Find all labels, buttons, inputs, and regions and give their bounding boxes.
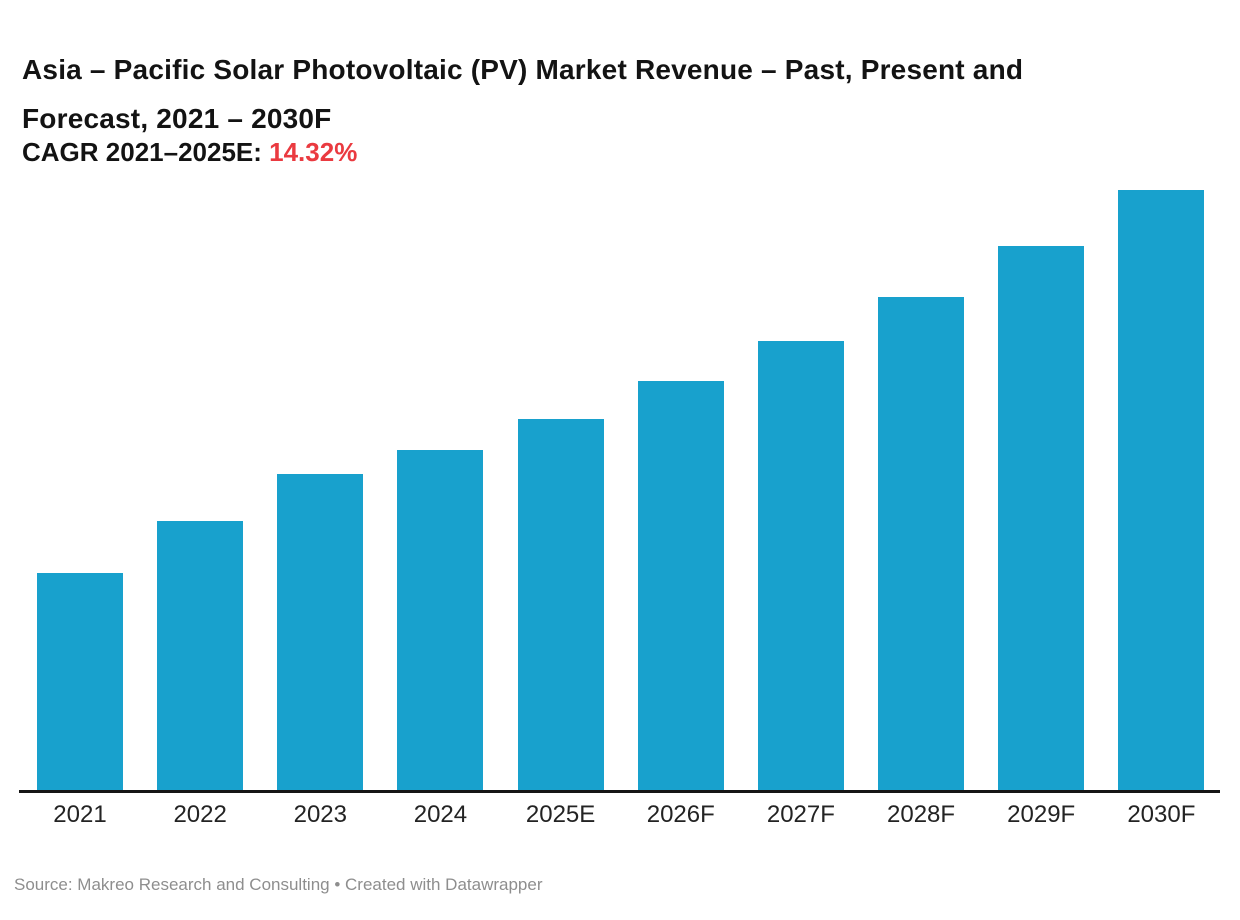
bar-2024	[397, 450, 484, 790]
source-attribution: Source: Makreo Research and Consulting •…	[14, 875, 543, 894]
x-tick-2023: 2023	[293, 801, 347, 828]
bar-2026F	[637, 381, 724, 790]
bar-2025E	[517, 419, 604, 790]
x-tick-2026F: 2026F	[646, 801, 715, 828]
chart-title-line1: Asia – Pacific Solar Photovoltaic (PV) M…	[22, 53, 1024, 85]
x-tick-2025E: 2025E	[525, 801, 596, 828]
x-tick-2022: 2022	[173, 801, 227, 828]
chart-title: Asia – Pacific Solar Photovoltaic (PV) M…	[22, 45, 1023, 143]
x-tick-2027F: 2027F	[766, 801, 835, 828]
x-tick-2028F: 2028F	[887, 801, 956, 828]
cagr-value: 14.32%	[269, 137, 358, 167]
x-tick-2024: 2024	[413, 801, 468, 828]
bar-2023	[277, 474, 364, 790]
bar-2027F	[757, 341, 844, 790]
x-axis-line	[19, 790, 1220, 793]
x-tick-2030F: 2030F	[1127, 801, 1196, 828]
plot-area	[19, 190, 1220, 790]
x-tick-2021: 2021	[53, 801, 107, 828]
cagr-subtitle: CAGR 2021–2025E: 14.32%	[22, 137, 357, 168]
x-tick-2029F: 2029F	[1007, 801, 1076, 828]
cagr-label: CAGR 2021–2025E:	[22, 137, 270, 167]
bar-2030F	[1118, 190, 1205, 790]
bar-2029F	[998, 246, 1085, 790]
bar-2028F	[878, 297, 965, 790]
bar-2021	[37, 573, 123, 790]
bar-2022	[157, 521, 244, 790]
x-axis-labels: 2021 2022 2023 2024 2025E 2026F 2027F 2028F 2029…	[19, 801, 1220, 835]
chart-title-line2: Forecast, 2021 – 2030F	[22, 102, 332, 134]
